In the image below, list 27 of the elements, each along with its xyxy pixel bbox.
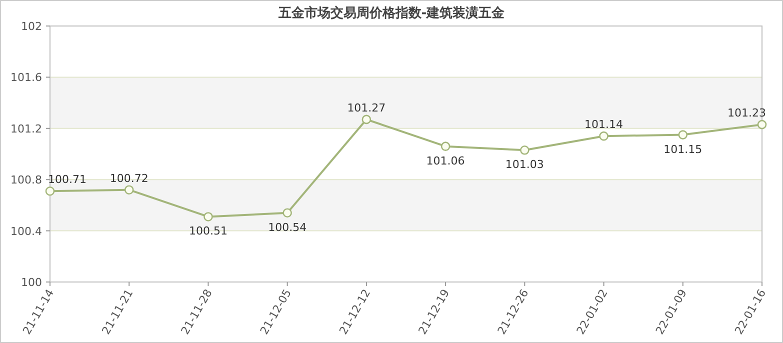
data-label: 100.71 [48, 173, 86, 186]
point [440, 142, 450, 151]
y-tick-label: 100 [21, 276, 42, 289]
chart-title: 五金市场交易周价格指数-建筑装潢五金 [277, 5, 506, 21]
data-label: 101.15 [664, 142, 702, 156]
point [678, 130, 688, 140]
data-label: 100.51 [188, 224, 228, 238]
point [204, 212, 213, 222]
data-label: 101.06 [426, 154, 465, 168]
point [520, 146, 530, 155]
point [362, 114, 372, 124]
point [45, 186, 55, 196]
data-label: 101.14 [584, 118, 624, 132]
y-tick-label: 101.2 [10, 122, 42, 136]
point [124, 185, 134, 194]
point [599, 131, 608, 141]
point [282, 208, 292, 218]
y-tick-label: 100.8 [10, 174, 42, 187]
y-tick-label: 102 [21, 20, 42, 33]
data-label: 101.23 [728, 106, 766, 120]
data-label: 101.27 [347, 101, 386, 114]
data-label: 100.54 [268, 220, 307, 234]
point [757, 120, 767, 130]
y-tick-label: 100.4 [10, 224, 42, 238]
y-tick-label: 101.6 [10, 71, 42, 84]
data-label: 101.03 [505, 158, 544, 172]
data-label: 100.72 [110, 172, 148, 185]
